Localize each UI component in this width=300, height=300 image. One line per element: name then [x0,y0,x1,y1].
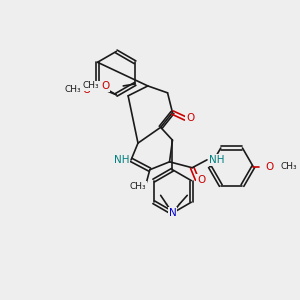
Text: N: N [169,208,176,218]
Text: CH₃: CH₃ [281,162,298,171]
Text: CH₃: CH₃ [64,85,81,94]
Text: O: O [101,81,110,91]
Text: NH: NH [209,155,224,165]
Text: CH₃: CH₃ [83,81,100,90]
Text: O: O [197,175,205,184]
Text: O: O [186,113,194,124]
Text: O: O [82,85,91,95]
Text: O: O [265,162,273,172]
Text: CH₃: CH₃ [130,182,146,191]
Text: NH: NH [114,155,129,165]
